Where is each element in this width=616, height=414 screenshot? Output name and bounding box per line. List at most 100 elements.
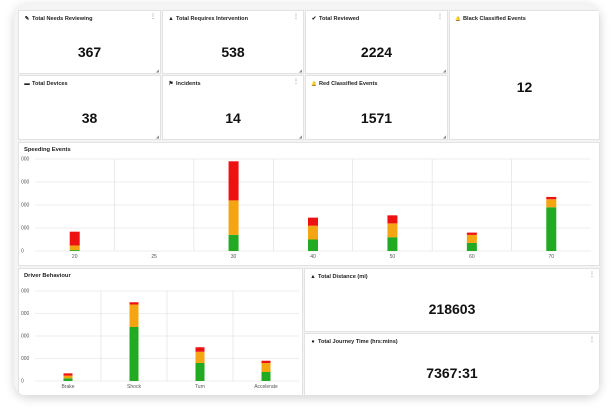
check-icon: ✔ [311,16,317,22]
tile-value: 14 [225,110,241,126]
bar-segment [466,234,477,243]
tile-header: ✎ Total Needs Reviewing [24,16,93,22]
x-tick-label: Turn [195,384,205,390]
bar-segment [387,215,398,224]
tile-header: ● Total Journey Time (hrs:mins) [310,339,397,345]
x-tick-label: 20 [72,254,78,260]
y-tick-label: 000 [21,203,30,209]
resize-handle-icon[interactable]: ◢ [442,134,446,139]
bar-segment [261,360,271,363]
tile-label: Total Requires Intervention [176,16,249,22]
tile-total-journey-time[interactable]: ● Total Journey Time (hrs:mins) ⋮ 7367:31 [304,333,600,396]
tile-label: Total Devices [32,81,68,87]
bar-segment [308,225,318,240]
bar-segment [63,378,73,381]
bar-segment [129,304,139,327]
x-tick-label: Shock [127,384,141,390]
kebab-menu-icon[interactable]: ⋮ [150,14,156,20]
tile-value: 7367:31 [426,365,478,381]
chart-title: Speeding Events [24,147,71,153]
resize-handle-icon[interactable]: ◢ [155,134,159,139]
x-tick-label: Accelerate [254,384,278,390]
y-tick-label: 000 [21,226,30,232]
tile-value: 218603 [428,301,476,317]
y-tick-label: 000 [21,289,30,295]
x-tick-label: 40 [310,254,316,260]
x-tick-label: 50 [390,254,396,260]
bar-segment [228,234,239,251]
x-tick-label: 30 [231,254,237,260]
y-tick-label: 000 [21,180,30,186]
resize-handle-icon[interactable]: ◢ [442,68,446,73]
bar-segment [546,199,557,208]
y-tick-label: 0 [21,379,24,385]
bar-segment [129,302,139,305]
bar-segment [261,363,271,372]
flag-icon: ⚑ [168,81,174,87]
tile-header: ✔ Total Reviewed [311,16,360,22]
x-tick-label: 25 [151,254,157,260]
edit-icon: ✎ [24,16,30,22]
tile-header: ▲ Total Requires Intervention [168,16,248,22]
speeding-events-panel: Speeding Events 0 000 000 000 000 20 25 30 40 50 6… [18,142,600,266]
bar-segment [466,242,477,251]
tile-label: Red Classified Events [319,81,378,87]
x-tick-label: 70 [549,254,555,260]
y-tick-label: 000 [21,157,30,163]
tile-value: 38 [81,110,98,126]
bar-segment [387,223,398,238]
dashboard: ✎ Total Needs Reviewing ⋮ 367 ◢ ▲ Total Re… [14,4,600,396]
bar-segment [261,372,271,381]
bar-segment [546,196,557,200]
tile-header: 🔔 Black Classified Events [455,16,526,22]
y-tick-label: 000 [21,356,30,362]
bar-segment [387,237,398,251]
bar-segment [308,239,318,251]
tile-total-devices[interactable]: ▬ Total Devices 38 ◢ [18,75,161,140]
resize-handle-icon[interactable]: ◢ [298,68,302,73]
tile-label: Total Distance (mi) [318,274,368,280]
x-tick-label: Brake [61,384,74,390]
resize-handle-icon[interactable]: ◢ [155,68,159,73]
tile-label: Total Reviewed [319,16,360,22]
tile-header: ⚑ Incidents [168,81,201,87]
device-icon: ▬ [24,81,30,87]
y-tick-label: 000 [21,334,30,340]
tile-label: Total Needs Reviewing [32,16,93,22]
y-tick-label: 000 [21,311,30,317]
tile-total-distance[interactable]: ▲ Total Distance (mi) ⋮ 218603 [304,268,600,332]
kebab-menu-icon[interactable]: ⋮ [589,337,595,343]
tile-value: 12 [516,79,533,95]
tile-incidents[interactable]: ⚑ Incidents ⋮ 14 ◢ [162,75,304,140]
bar-segment [129,327,139,381]
tile-value: 367 [77,44,102,60]
tile-total-requires-intervention[interactable]: ▲ Total Requires Intervention ⋮ 538 ◢ [162,10,304,74]
tile-value: 2224 [360,44,393,60]
tile-red-classified-events[interactable]: 🔔 Red Classified Events 1571 ◢ [305,75,448,140]
kebab-menu-icon[interactable]: ⋮ [293,79,299,85]
bell-icon: 🔔 [455,16,461,21]
chart-title: Driver Behaviour [24,273,71,279]
resize-handle-icon[interactable]: ◢ [298,134,302,139]
bar-segment [546,207,557,251]
bar-segment [228,200,239,235]
bar-segment [69,245,80,251]
tile-total-reviewed[interactable]: ✔ Total Reviewed ⋮ 2224 ◢ [305,10,448,74]
tile-header: ▬ Total Devices [24,81,68,87]
tile-value: 538 [221,44,245,60]
tile-total-needs-reviewing[interactable]: ✎ Total Needs Reviewing ⋮ 367 ◢ [18,10,161,74]
kebab-menu-icon[interactable]: ⋮ [293,14,299,20]
bar-segment [69,250,80,251]
kebab-menu-icon[interactable]: ⋮ [437,14,443,20]
tile-value: 1571 [360,110,393,126]
bar-segment [466,232,477,235]
road-icon: ▲ [310,274,316,280]
bell-icon: 🔔 [311,81,317,86]
bar-segment [63,373,73,376]
kebab-menu-icon[interactable]: ⋮ [589,272,595,278]
tile-black-classified-events[interactable]: 🔔 Black Classified Events 12 [449,10,600,140]
tile-header: ▲ Total Distance (mi) [310,274,368,280]
clock-icon: ● [311,339,315,345]
